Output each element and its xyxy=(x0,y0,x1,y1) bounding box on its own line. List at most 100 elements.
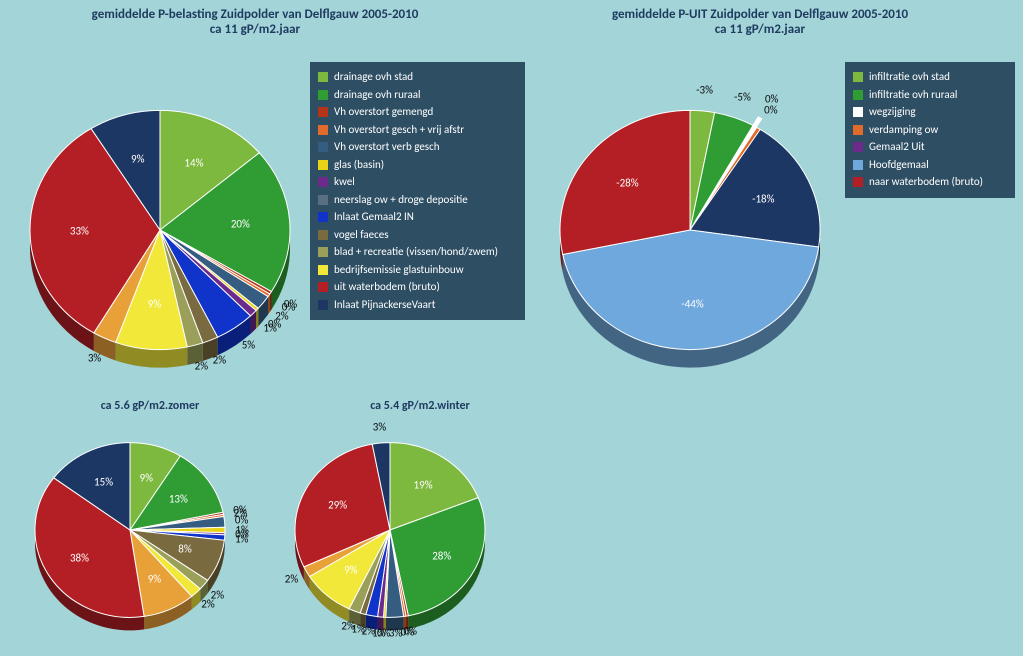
slice-label: 20% xyxy=(231,218,250,231)
legend-item: blad + recreatie (vissen/hond/zwem) xyxy=(318,244,515,261)
slice-label: 15% xyxy=(94,475,113,488)
legend-item: drainage ovh stad xyxy=(318,69,515,86)
legend-swatch xyxy=(853,142,863,152)
slice-label: 0% xyxy=(764,104,777,117)
legend-swatch xyxy=(318,90,328,100)
slice-label: 8% xyxy=(178,543,191,556)
slice-label: -28% xyxy=(616,177,638,190)
legend-label: drainage ovh stad xyxy=(334,69,413,86)
legend-label: drainage ovh ruraal xyxy=(334,87,421,104)
slice-label: -18% xyxy=(752,193,774,206)
slice-label: 38% xyxy=(70,551,89,564)
legend-swatch xyxy=(318,177,328,187)
slice-label: 9% xyxy=(148,297,161,310)
legend-item: kwel xyxy=(318,174,515,191)
legend-label: Vh overstort gesch + vrij afstr xyxy=(334,122,464,139)
legend-swatch xyxy=(318,72,328,82)
legend-item: Gemaal2 Uit xyxy=(853,139,1005,156)
slice-label: 2% xyxy=(201,598,214,611)
slice-label: 9% xyxy=(344,564,357,577)
legend-label: Vh overstort gemengd xyxy=(334,104,433,121)
slice-label: 2% xyxy=(285,573,298,586)
legend-label: verdamping ow xyxy=(869,122,938,139)
slice-label: 19% xyxy=(414,479,433,492)
legend-label: bedrijfsemissie glastuinbouw xyxy=(334,262,464,279)
legend-item: verdamping ow xyxy=(853,122,1005,139)
legend-label: infiltratie ovh stad xyxy=(869,69,950,86)
legend-item: wegzijging xyxy=(853,104,1005,121)
slice-label: -5% xyxy=(734,91,751,104)
slice-label: 5% xyxy=(242,339,255,352)
title-bot-right: ca 5.4 gP/m2.winter xyxy=(330,400,510,414)
slice-label: 0% xyxy=(401,625,414,638)
slice-label: 1% xyxy=(235,532,248,545)
legend-swatch xyxy=(853,160,863,170)
legend-item: infiltratie ovh stad xyxy=(853,69,1005,86)
title-top-left: gemiddelde P-belasting Zuidpolder van De… xyxy=(55,8,455,38)
legend-swatch xyxy=(318,230,328,240)
legend-label: blad + recreatie (vissen/hond/zwem) xyxy=(334,244,498,261)
legend-left: drainage ovh staddrainage ovh ruraalVh o… xyxy=(310,62,525,320)
legend-item: drainage ovh ruraal xyxy=(318,87,515,104)
legend-label: glas (basin) xyxy=(334,157,384,174)
legend-item: uit waterbodem (bruto) xyxy=(318,279,515,296)
slice-label: 29% xyxy=(328,499,347,512)
legend-item: Vh overstort verb gesch xyxy=(318,139,515,156)
legend-swatch xyxy=(318,212,328,222)
legend-label: Vh overstort verb gesch xyxy=(334,139,440,156)
legend-item: Vh overstort gemengd xyxy=(318,104,515,121)
legend-label: Gemaal2 Uit xyxy=(869,139,925,156)
legend-swatch xyxy=(318,282,328,292)
legend-item: neerslag ow + droge depositie xyxy=(318,192,515,209)
slice-label: 3% xyxy=(389,627,402,640)
title-bot-left: ca 5.6 gP/m2.zomer xyxy=(60,400,240,414)
legend-label: uit waterbodem (bruto) xyxy=(334,279,440,296)
title-top-right: gemiddelde P-UIT Zuidpolder van Delflgau… xyxy=(560,8,960,38)
slice-label: 14% xyxy=(184,156,203,169)
legend-swatch xyxy=(318,125,328,135)
legend-label: naar waterbodem (bruto) xyxy=(869,174,983,191)
legend-swatch xyxy=(318,142,328,152)
slice-label: -3% xyxy=(696,83,713,96)
legend-label: neerslag ow + droge depositie xyxy=(334,192,468,209)
legend-right: infiltratie ovh stadinfiltratie ovh rura… xyxy=(845,62,1015,198)
slice-label: -44% xyxy=(681,298,703,311)
legend-item: Vh overstort gesch + vrij afstr xyxy=(318,122,515,139)
legend-swatch xyxy=(853,177,863,187)
slice-label: 2% xyxy=(195,359,208,372)
legend-item: Inlaat Gemaal2 IN xyxy=(318,209,515,226)
slice-label: 3% xyxy=(88,351,101,364)
legend-swatch xyxy=(318,247,328,257)
legend-swatch xyxy=(318,265,328,275)
legend-swatch xyxy=(853,72,863,82)
legend-swatch xyxy=(318,160,328,170)
legend-swatch xyxy=(853,125,863,135)
legend-label: kwel xyxy=(334,174,355,191)
legend-item: bedrijfsemissie glastuinbouw xyxy=(318,262,515,279)
legend-item: Inlaat PijnackerseVaart xyxy=(318,297,515,314)
legend-label: wegzijging xyxy=(869,104,916,121)
legend-label: Inlaat Gemaal2 IN xyxy=(334,209,414,226)
legend-swatch xyxy=(318,300,328,310)
legend-item: glas (basin) xyxy=(318,157,515,174)
slice-label: 9% xyxy=(140,471,153,484)
legend-label: vogel faeces xyxy=(334,227,389,244)
legend-item: infiltratie ovh ruraal xyxy=(853,87,1005,104)
slice-label: 2% xyxy=(341,619,354,632)
legend-swatch xyxy=(853,90,863,100)
legend-item: vogel faeces xyxy=(318,227,515,244)
slice-label: 13% xyxy=(169,493,188,506)
slice-label: 28% xyxy=(432,549,451,562)
legend-item: Hoofdgemaal xyxy=(853,157,1005,174)
slice-label: 33% xyxy=(70,224,89,237)
legend-label: infiltratie ovh ruraal xyxy=(869,87,957,104)
legend-swatch xyxy=(853,107,863,117)
legend-item: naar waterbodem (bruto) xyxy=(853,174,1005,191)
legend-swatch xyxy=(318,107,328,117)
slice-label: 9% xyxy=(148,573,161,586)
legend-label: Inlaat PijnackerseVaart xyxy=(334,297,435,314)
slice-label: 3% xyxy=(373,421,386,434)
slice-label: 1% xyxy=(263,322,276,335)
legend-label: Hoofdgemaal xyxy=(869,157,929,174)
slice-label: 9% xyxy=(131,152,144,165)
